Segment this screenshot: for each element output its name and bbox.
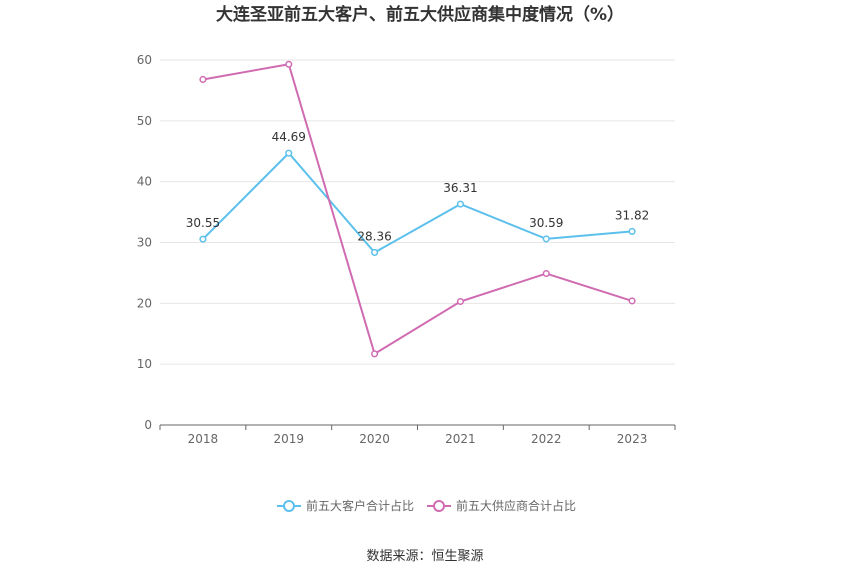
data-point[interactable] [542,269,550,278]
series [199,60,636,358]
series-line-2 [202,63,633,356]
data-label: 31.82 [615,208,649,222]
data-label: 30.55 [186,216,220,230]
data-point[interactable] [285,60,293,68]
legend-marker [433,500,445,512]
data-label: 36.31 [443,181,477,195]
y-tick-label: 30 [137,236,152,250]
x-tick-label: 2019 [273,432,304,446]
data-label: 28.36 [357,229,391,243]
x-tick-label: 2022 [531,432,562,446]
data-point[interactable] [542,235,550,243]
source-note: 数据来源：恒生聚源 [366,549,483,564]
y-tick-label: 50 [137,114,152,128]
data-label: 44.69 [272,130,306,144]
legend-label: 前五大客户合计占比 [306,498,414,513]
legend-marker [283,500,295,512]
legend[interactable]: 前五大客户合计占比 前五大供应商合计占比 [277,498,576,513]
data-labels: 30.55 44.69 28.36 36.31 30.59 31.82 [186,130,650,243]
chart-title: 大连圣亚前五大客户、前五大供应商集中度情况（%） [216,4,624,25]
data-point[interactable] [199,235,207,243]
legend-label: 前五大供应商合计占比 [456,498,576,513]
y-tick-label: 40 [137,175,152,189]
data-point[interactable] [199,75,207,84]
data-point[interactable] [371,350,379,358]
data-point[interactable] [371,248,379,257]
x-tick-label: 2021 [445,432,476,446]
y-tick-label: 60 [137,53,152,67]
x-tick-label: 2023 [617,432,648,446]
data-point[interactable] [628,227,636,235]
data-label: 30.59 [529,216,563,230]
x-tick-label: 2018 [188,432,219,446]
legend-item-2[interactable]: 前五大供应商合计占比 [427,498,576,513]
data-point[interactable] [628,297,636,305]
data-point[interactable] [456,200,464,208]
legend-item-1[interactable]: 前五大客户合计占比 [277,498,414,513]
y-tick-label: 20 [137,296,152,310]
data-point[interactable] [285,149,293,157]
y-tick-label: 0 [144,418,152,432]
y-tick-label: 10 [137,357,152,371]
series-line-1 [202,151,633,254]
axes: 0 10 20 30 40 50 60 2018 2019 2020 2021 2022 2023 [137,53,676,446]
data-point[interactable] [456,297,464,306]
grid [160,59,675,365]
x-tick-label: 2020 [359,432,390,446]
